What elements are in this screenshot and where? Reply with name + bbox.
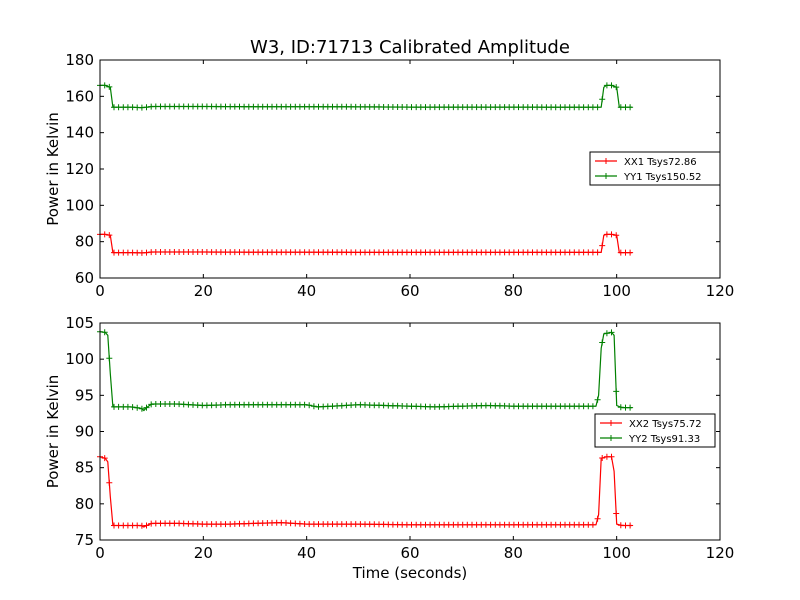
data-point-marker [129,404,136,411]
y-tick-label: 140 [65,124,94,142]
y-tick-label: 95 [75,386,94,404]
y-tick-label: 75 [75,531,94,549]
y-axis-label: Power in Kelvin [44,112,62,226]
data-point-marker [599,96,606,103]
data-point-marker [143,522,150,529]
legend-entry: XX2 Tsys75.72 [629,419,702,430]
y-tick-label: 80 [75,233,94,251]
y-tick-label: 60 [75,269,94,287]
chart-title: W3, ID:71713 Calibrated Amplitude [250,37,570,58]
y-tick-label: 180 [65,51,94,69]
legend-swatch-marker [608,435,614,441]
data-point-marker [138,405,145,412]
data-point-marker [594,396,601,403]
data-point-marker [608,453,615,460]
x-tick-label: 60 [400,282,419,300]
legend-box [594,413,716,448]
data-point-marker [608,82,615,89]
data-point-marker [306,402,313,409]
data-point-marker [594,249,601,256]
legend-box [589,151,721,186]
data-point-marker [101,231,108,238]
data-point-marker [627,104,634,111]
y-tick-label: 120 [65,160,94,178]
legend-swatch-marker [608,420,614,426]
x-tick-label: 40 [297,282,316,300]
x-tick-label: 0 [95,544,105,562]
x-tick-label: 100 [602,282,631,300]
series-1 [97,453,634,529]
x-tick-label: 80 [504,544,523,562]
data-point-marker [134,404,141,411]
data-point-marker [101,329,108,336]
data-point-marker [627,522,634,529]
data-point-marker [143,104,150,111]
legend: XX2 Tsys75.72 YY2 Tsys91.33 [594,413,716,448]
x-tick-label: 60 [400,544,419,562]
data-point-marker [101,82,108,89]
legend-swatch-marker [603,158,609,164]
y-tick-label: 105 [65,314,94,332]
data-point-marker [301,401,308,408]
x-tick-label: 120 [706,282,735,300]
data-point-marker [599,455,606,461]
data-point-marker [599,339,606,346]
series-line [99,331,633,412]
x-tick-label: 0 [95,282,105,300]
series-line [100,84,633,109]
legend-swatch-marker [603,173,609,179]
top-panel: 0 20 40 60 80 100 120 60 80 100 120 140 160 180 Power … [44,51,734,300]
data-point-marker [608,329,615,336]
x-tick-label: 20 [194,544,213,562]
data-point-marker [613,510,620,517]
data-point-marker [594,515,601,522]
series-1 [97,231,634,256]
data-point-marker [608,231,615,238]
y-tick-label: 100 [65,196,94,214]
data-point-marker [613,388,620,395]
legend-entry: YY2 Tsys91.33 [628,434,700,445]
series-line [99,456,633,528]
x-tick-label: 40 [297,544,316,562]
data-point-marker [106,355,113,362]
data-point-marker [594,104,601,111]
series-2 [97,328,634,412]
legend-entry: XX1 Tsys72.86 [624,157,697,168]
data-point-marker [603,330,610,337]
series-line [100,233,633,254]
data-point-marker [613,232,620,239]
bottom-panel: 0 20 40 60 80 100 120 75 80 85 90 95 100 105 Power in … [44,314,734,582]
data-point-marker [143,404,150,411]
y-tick-label: 90 [75,423,94,441]
y-tick-label: 80 [75,495,94,513]
data-point-marker [627,249,634,256]
data-point-marker [101,455,108,462]
x-tick-label: 20 [194,282,213,300]
series-2 [97,82,634,111]
data-point-marker [599,242,606,249]
x-axis-label: Time (seconds) [352,564,468,582]
data-point-marker [627,404,634,411]
y-tick-label: 100 [65,350,94,368]
x-tick-label: 120 [706,544,735,562]
y-tick-label: 160 [65,87,94,105]
data-point-marker [106,479,113,486]
data-point-marker [106,232,113,239]
x-tick-label: 80 [504,282,523,300]
legend: XX1 Tsys72.86 YY1 Tsys150.52 [589,151,721,186]
legend-entry: YY1 Tsys150.52 [623,172,702,183]
data-point-marker [589,403,596,410]
data-point-marker [106,83,113,90]
data-point-marker [613,84,620,91]
data-point-marker [589,521,596,528]
y-axis-label: Power in Kelvin [44,375,62,489]
x-tick-label: 100 [602,544,631,562]
y-tick-label: 85 [75,459,94,477]
